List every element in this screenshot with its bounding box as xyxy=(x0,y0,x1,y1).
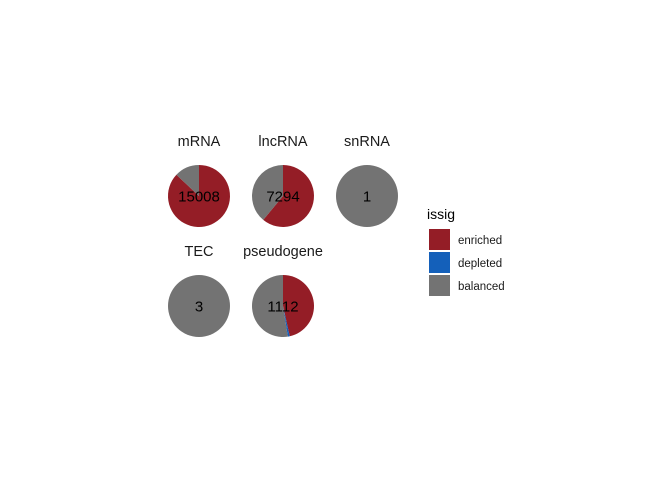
pie-slice-enriched xyxy=(263,165,314,227)
legend-items: enriched depleted balanced xyxy=(429,229,505,296)
legend: issig enriched depleted balanced xyxy=(427,206,505,296)
pie-total-label: 3 xyxy=(195,299,203,316)
panel-title: mRNA xyxy=(178,134,221,150)
pie-panel-mrna: mRNA 15008 xyxy=(168,134,230,227)
legend-swatch xyxy=(429,275,450,296)
pie-slice-balanced xyxy=(336,165,398,227)
pie-panel-snrna: snRNA 1 xyxy=(336,134,398,227)
pie-slice-balanced xyxy=(168,275,230,337)
legend-title: issig xyxy=(427,206,455,222)
panel-title: snRNA xyxy=(344,134,390,150)
pie-panel-lncrna: lncRNA 7294 xyxy=(251,134,314,227)
legend-swatch xyxy=(429,229,450,250)
panel-title: pseudogene xyxy=(243,244,323,260)
facet-panels: mRNA 15008 lncRNA 7294 snRNA 1 TEC 3 pseudogene 1… xyxy=(168,134,398,338)
pie-panel-tec: TEC 3 xyxy=(168,244,230,337)
legend-item-balanced: balanced xyxy=(429,275,505,296)
pie-panel-pseudogene: pseudogene 1112 xyxy=(243,244,323,338)
panel-title: lncRNA xyxy=(258,134,307,150)
panel-title: TEC xyxy=(185,244,214,260)
legend-label: balanced xyxy=(458,281,505,293)
pie-slice-depleted xyxy=(283,306,290,337)
pie-total-label: 15008 xyxy=(178,189,220,206)
pie-total-label: 7294 xyxy=(266,189,299,206)
pie-slice-enriched xyxy=(283,275,314,337)
pie-slice-balanced xyxy=(251,165,283,220)
legend-label: enriched xyxy=(458,235,502,247)
pie-slice-balanced xyxy=(176,165,199,196)
pie-total-label: 1 xyxy=(363,189,371,206)
legend-swatch xyxy=(429,252,450,273)
pie-slice-balanced xyxy=(251,275,288,338)
legend-label: depleted xyxy=(458,258,502,270)
pie-total-label: 1112 xyxy=(267,299,298,316)
legend-item-enriched: enriched xyxy=(429,229,502,250)
legend-item-depleted: depleted xyxy=(429,252,502,273)
